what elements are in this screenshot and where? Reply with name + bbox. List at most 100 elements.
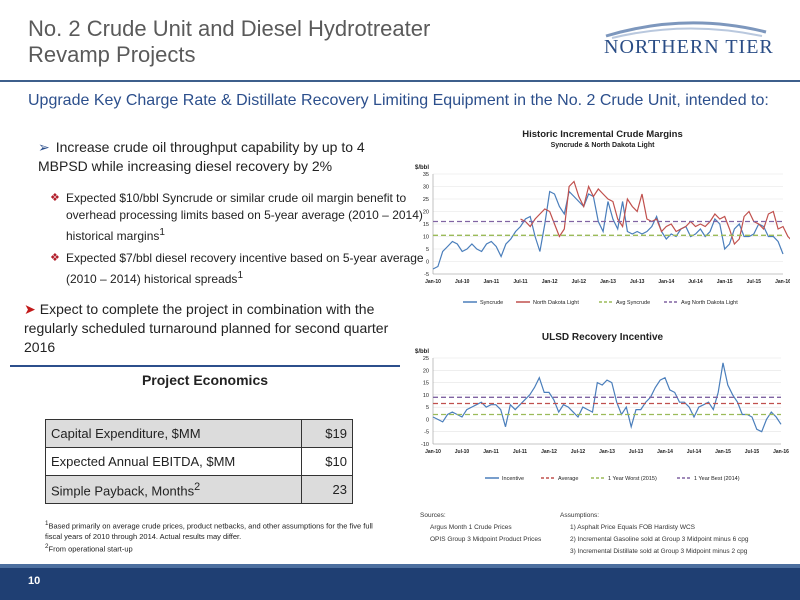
x-tick-label: Jul-13 [630,279,645,285]
chart-title: ULSD Recovery Incentive [542,332,664,343]
y-tick-label: 15 [423,381,429,387]
chart-title: Historic Incremental Crude Margins [522,129,682,140]
x-tick-label: Jan-10 [425,449,441,455]
y-tick-label: 25 [423,197,429,203]
logo-text: NORTHERN TIER [604,36,774,58]
row-value: $19 [301,419,353,448]
x-tick-label: Jul-11 [513,279,527,285]
economics-rule [10,365,400,367]
x-tick-label: Jan-15 [715,449,731,455]
y-tick-label: 0 [426,260,429,266]
x-tick-label: Jan-15 [717,279,733,285]
x-tick-label: Jul-13 [629,449,644,455]
economics-table: Capital Expenditure, $MM $19 Expected An… [45,419,353,504]
x-tick-label: Jul-10 [455,449,470,455]
footnote-2: 2From operational start-up [45,542,385,555]
row-value: 23 [301,475,353,504]
logo-swoosh-icon [605,21,767,39]
x-tick-label: Jul-15 [747,279,762,285]
source-1: Argus Month 1 Crude Prices [430,524,512,531]
row-label-sup: 2 [194,480,201,493]
footnote-1-sup: 1 [45,520,49,527]
series-line-syncrude [432,190,784,270]
sub-bullet-2-sup: 1 [237,270,243,281]
x-tick-label: Jan-16 [773,449,789,455]
footnote-2-text: From operational start-up [48,544,133,553]
x-tick-label: Jan-10 [425,279,441,285]
row-value: $10 [301,447,353,476]
legend-label: Incentive [502,476,524,482]
sub-bullet-1: ❖ Expected $10/bbl Syncrude or similar cr… [50,190,426,245]
x-tick-label: Jul-10 [455,279,470,285]
table-row: Expected Annual EBITDA, $MM $10 [45,447,353,476]
y-tick-label: 10 [423,393,429,399]
table-row: Capital Expenditure, $MM $19 [45,419,353,448]
x-tick-label: Jan-11 [484,279,500,285]
y-tick-label: 0 [426,417,429,423]
diamond-bullet-icon: ❖ [50,252,60,264]
legend-label: North Dakota Light [533,300,579,306]
footnote-2-sup: 2 [45,542,49,550]
sub-bullet-1-text: Expected $10/bbl Syncrude or similar cru… [66,191,423,243]
footer-accent [0,564,800,568]
sub-bullet-2-text: Expected $7/bbl diesel recovery incentiv… [66,251,424,286]
y-tick-label: 30 [423,185,429,191]
legend-label: 1 Year Best (2014) [694,476,740,482]
legend-label: Average [558,476,578,482]
x-tick-label: Jan-16 [775,279,790,285]
y-tick-label: 5 [426,247,429,253]
assumption-3: 3) Incremental Distillate sold at Group … [570,548,748,555]
footnote-1-text: Based primarily on average crude prices,… [45,521,373,541]
x-tick-label: Jan-13 [600,279,616,285]
header-rule [0,80,800,82]
y-tick-label: -5 [424,430,429,436]
page-title: No. 2 Crude Unit and Diesel Hydrotreater… [28,16,430,68]
ulsd-incentive-chart: ULSD Recovery Incentive $/bbl -10 -5 0 5 10 15 2… [415,332,789,482]
economics-title: Project Economics [141,372,269,388]
x-tick-label: Jul-14 [688,279,703,285]
bullet-1-text: Increase crude oil throughput capability… [38,139,365,174]
x-tick-label: Jan-12 [542,279,558,285]
sources-block: Sources: Argus Month 1 Crude Prices OPIS… [420,510,541,546]
x-tick-label: Jan-11 [483,449,499,455]
legend-label: Syncrude [480,300,503,306]
y-tick-label: 10 [423,235,429,241]
source-2: OPIS Group 3 Midpoint Product Prices [430,536,542,543]
arrow-bullet-icon: ➤ [24,301,36,317]
row-label-text: Simple Payback, Months [51,483,195,499]
row-label: Expected Annual EBITDA, $MM [45,447,302,476]
subtitle: Upgrade Key Charge Rate & Distillate Rec… [28,92,769,109]
assumption-2: 2) Incremental Gasoline sold at Group 3 … [570,536,749,543]
assumptions-block: Assumptions: 1) Asphalt Price Equals FOB… [560,510,748,558]
legend-label: Avg North Dakota Light [681,300,738,306]
bullet-2: ➤ Expect to complete the project in combi… [24,300,404,357]
x-tick-label: Jul-12 [572,279,587,285]
sub-bullet-2: ❖ Expected $7/bbl diesel recovery incenti… [50,250,426,288]
y-axis-label: $/bbl [415,349,429,355]
title-line-1: No. 2 Crude Unit and Diesel Hydrotreater [28,16,431,41]
x-tick-label: Jul-12 [571,449,586,455]
row-label: Simple Payback, Months2 [45,475,302,504]
footnotes: 1Based primarily on average crude prices… [45,519,385,554]
diamond-bullet-icon: ❖ [50,192,60,204]
x-tick-label: Jul-14 [687,449,702,455]
x-tick-label: Jan-12 [541,449,557,455]
legend-label: Avg Syncrude [616,300,650,306]
arrow-bullet-icon: ➢ [38,139,50,155]
footer-bar [0,568,800,600]
y-tick-label: 5 [426,405,429,411]
x-tick-label: Jul-11 [513,449,527,455]
y-tick-label: 15 [423,222,429,228]
x-tick-label: Jul-15 [745,449,760,455]
bullet-1: ➢ Increase crude oil throughput capabilit… [38,138,408,176]
assumptions-label: Assumptions: [560,512,600,519]
x-tick-label: Jan-14 [657,449,673,455]
y-tick-label: -5 [424,272,429,278]
page-number: 10 [28,575,41,587]
y-tick-label: 20 [423,368,429,374]
row-label: Capital Expenditure, $MM [45,419,302,448]
y-tick-label: 35 [423,172,429,178]
x-tick-label: Jan-13 [599,449,615,455]
chart-subtitle: Syncrude & North Dakota Light [551,142,656,149]
crude-margins-chart: Historic Incremental Crude Margins Syncru… [415,129,790,306]
